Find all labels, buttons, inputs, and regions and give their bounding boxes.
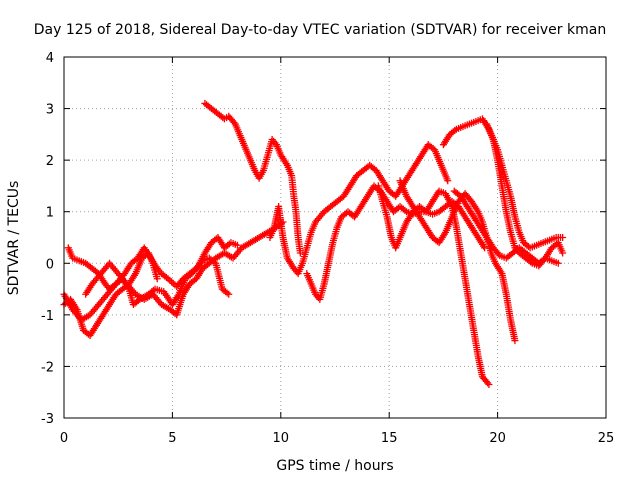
x-tick-label: 25 bbox=[598, 431, 615, 446]
x-tick-label: 10 bbox=[273, 431, 290, 446]
data-series bbox=[60, 99, 567, 388]
x-axis-label: GPS time / hours bbox=[276, 458, 393, 474]
data-point-marker bbox=[559, 234, 567, 241]
data-point-marker bbox=[527, 258, 535, 266]
y-tick-label: -2 bbox=[41, 360, 54, 375]
plot-frame bbox=[63, 56, 607, 419]
x-tick-label: 0 bbox=[60, 431, 68, 446]
data-point-marker bbox=[401, 206, 409, 214]
data-point-marker bbox=[481, 244, 489, 252]
y-tick-label: 4 bbox=[46, 51, 54, 66]
series-sat-f bbox=[266, 141, 452, 278]
x-tick-label: 15 bbox=[381, 431, 398, 446]
data-point-marker bbox=[223, 289, 231, 297]
series-sat-c bbox=[60, 244, 233, 324]
data-point-marker bbox=[296, 249, 304, 257]
data-point-marker bbox=[559, 249, 567, 257]
data-point-marker bbox=[444, 177, 452, 185]
chart-title: Day 125 of 2018, Sidereal Day-to-day VTE… bbox=[34, 22, 606, 38]
data-point-marker bbox=[484, 379, 492, 387]
data-point-marker bbox=[153, 275, 161, 283]
series-sat-e bbox=[201, 99, 304, 257]
y-tick-label: 0 bbox=[46, 257, 54, 272]
y-tick-label: 3 bbox=[46, 103, 54, 118]
series-sat-l bbox=[483, 120, 567, 270]
data-point-marker bbox=[554, 259, 562, 267]
y-tick-label: 1 bbox=[46, 206, 54, 221]
y-axis-label: SDTVAR / TECUs bbox=[6, 181, 22, 296]
x-tick-label: 20 bbox=[489, 431, 506, 446]
series-sat-h bbox=[374, 182, 493, 388]
y-tick-label: -3 bbox=[41, 412, 54, 427]
series-sat-k bbox=[450, 187, 562, 267]
data-point-marker bbox=[225, 290, 233, 298]
y-tick-label: -1 bbox=[41, 309, 54, 324]
axis-ticks: 0 5 10 15 20 25 -3 -2 -1 0 1 2 3 4 bbox=[41, 51, 614, 446]
x-tick-label: 5 bbox=[168, 431, 176, 446]
y-tick-label: 2 bbox=[46, 154, 54, 169]
data-point-marker bbox=[485, 380, 493, 388]
data-point-marker bbox=[233, 241, 241, 249]
data-point-marker bbox=[451, 126, 459, 134]
data-point-marker bbox=[511, 337, 519, 345]
